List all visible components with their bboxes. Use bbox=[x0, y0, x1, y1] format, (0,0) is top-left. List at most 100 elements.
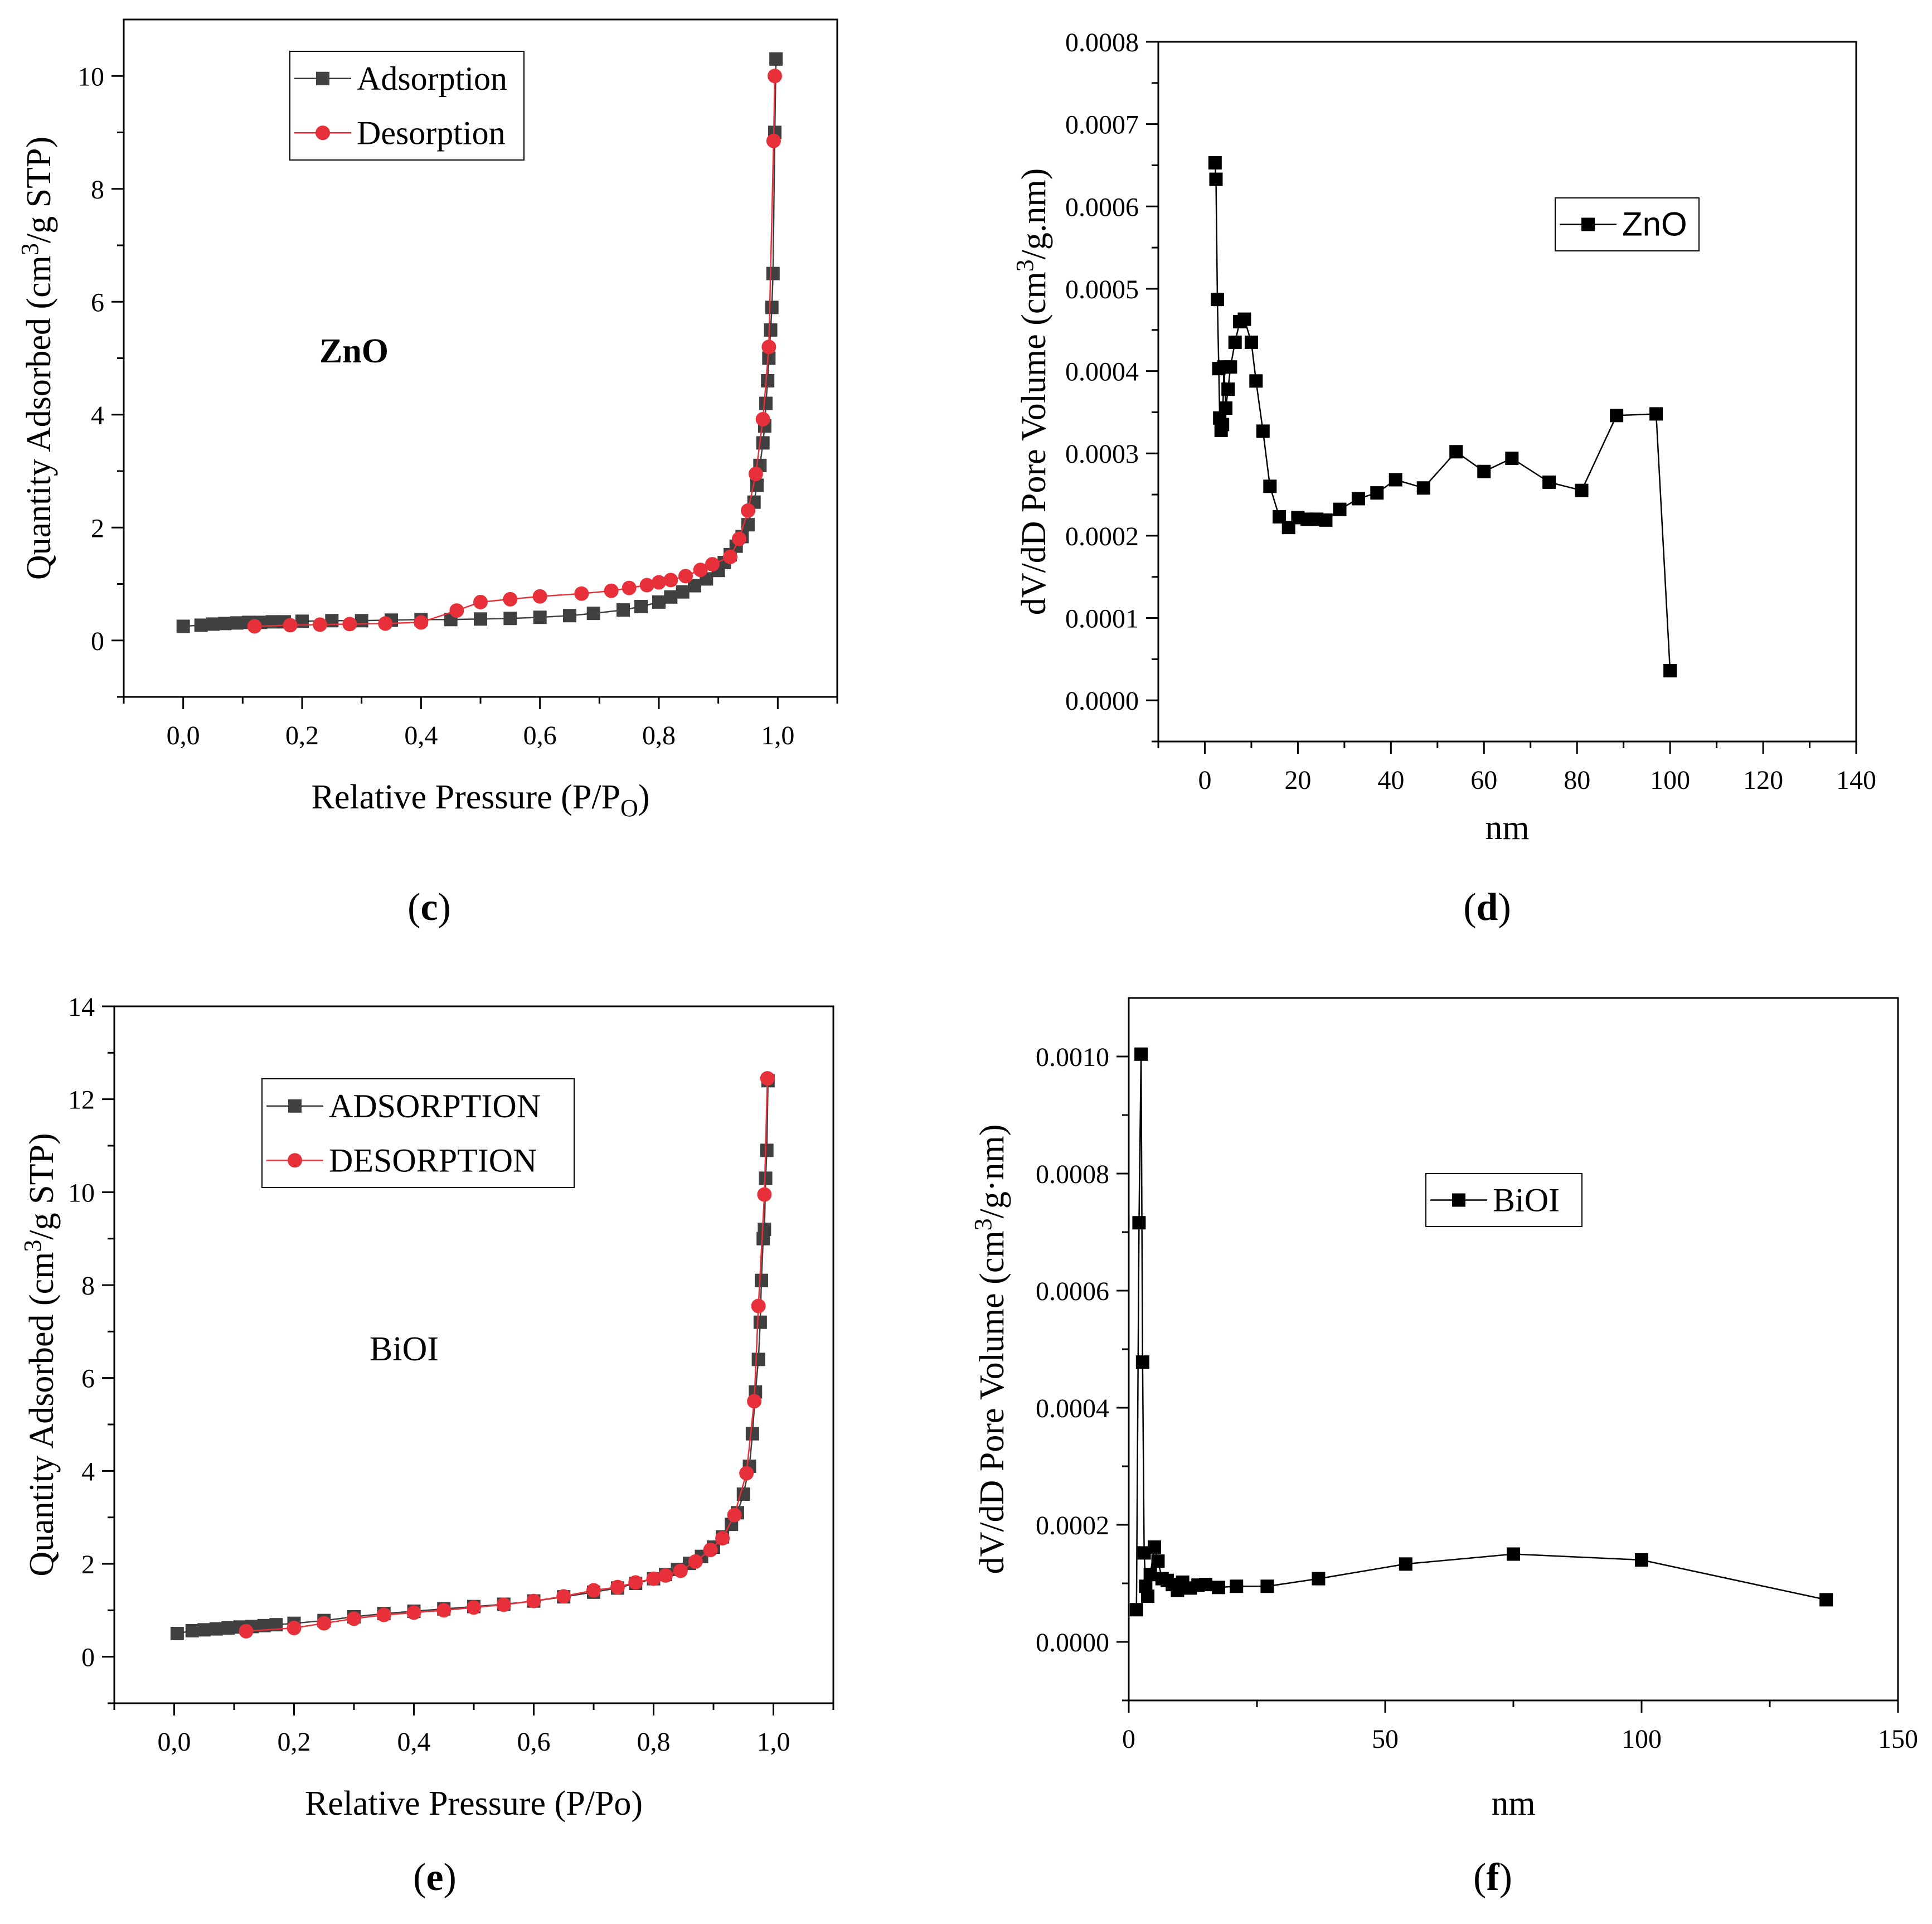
data-point bbox=[342, 617, 357, 632]
x-tick-label: 120 bbox=[1743, 765, 1783, 795]
data-point bbox=[663, 573, 678, 588]
y-tick-label: 2 bbox=[91, 513, 104, 543]
legend-box bbox=[261, 1078, 575, 1188]
x-tick-label: 0,6 bbox=[523, 721, 557, 750]
data-point bbox=[1260, 1579, 1274, 1593]
data-point bbox=[747, 1394, 762, 1409]
data-point bbox=[347, 1611, 361, 1626]
x-tick-label: 0,6 bbox=[517, 1727, 551, 1757]
y-tick-label: 0.0008 bbox=[1065, 28, 1139, 57]
y-tick-label: 0.0000 bbox=[1036, 1628, 1109, 1658]
data-point bbox=[756, 436, 770, 450]
data-point bbox=[715, 1531, 730, 1546]
legend-marker bbox=[316, 71, 329, 85]
x-axis-title: nm bbox=[1491, 1785, 1535, 1823]
data-point bbox=[355, 614, 368, 628]
y-tick-label: 6 bbox=[91, 288, 104, 317]
y-tick-label: 0.0001 bbox=[1065, 604, 1139, 634]
legend-marker bbox=[288, 1099, 302, 1113]
x-tick-label: 0 bbox=[1122, 1724, 1135, 1754]
y-axis-title: Quantity Adsorbed (cm3/g STP) bbox=[16, 137, 58, 580]
series-line-bioi bbox=[1135, 1054, 1827, 1610]
data-point bbox=[1141, 1589, 1155, 1603]
data-point bbox=[209, 1622, 223, 1636]
panel-label: (c) bbox=[407, 886, 451, 929]
y-tick-label: 6 bbox=[81, 1364, 95, 1394]
x-axis-title: Relative Pressure (P/Po) bbox=[305, 1785, 643, 1823]
x-tick-label: 100 bbox=[1650, 765, 1690, 795]
data-point bbox=[676, 585, 690, 599]
y-tick-label: 4 bbox=[81, 1457, 95, 1486]
data-point bbox=[1199, 1578, 1212, 1592]
data-point bbox=[1263, 479, 1277, 493]
data-point bbox=[751, 1353, 765, 1366]
data-point bbox=[1333, 502, 1347, 516]
data-point bbox=[658, 1568, 673, 1583]
y-tick-label: 0.0004 bbox=[1065, 357, 1139, 387]
data-point bbox=[206, 617, 220, 631]
x-tick-label: 1,0 bbox=[761, 721, 794, 750]
y-axis-title-sup: 3 bbox=[16, 243, 43, 255]
x-axis-title-sub: O bbox=[620, 794, 638, 822]
plot-frame bbox=[1157, 41, 1857, 743]
x-axis-title-tail: ) bbox=[638, 778, 650, 816]
y-tick-label: 8 bbox=[81, 1271, 95, 1301]
data-point bbox=[449, 603, 464, 618]
x-tick-label: 0,0 bbox=[167, 721, 200, 750]
data-point bbox=[610, 1579, 625, 1595]
y-tick-label: 0.0006 bbox=[1065, 192, 1139, 222]
data-point bbox=[586, 1583, 601, 1598]
x-axis-title: Relative Pressure (P/PO) bbox=[312, 778, 650, 822]
y-tick-label: 0 bbox=[81, 1643, 95, 1673]
data-point bbox=[1237, 312, 1251, 326]
chart-d: 0 20 40 60 80 100 120 140 0.0000 0.0001 0.0002 0.00… bbox=[1011, 28, 1876, 929]
data-point bbox=[1399, 1557, 1412, 1571]
y-tick-label: 0.0004 bbox=[1036, 1394, 1109, 1423]
legend-label: Adsorption bbox=[357, 60, 507, 97]
y-axis-title: Quantity Adsorbed (cm3/g STP) bbox=[19, 1133, 61, 1576]
data-point bbox=[406, 1605, 421, 1620]
x-tick-label: 0,0 bbox=[158, 1727, 191, 1757]
y-axis-title-sup: 3 bbox=[1011, 259, 1038, 272]
x-tick-label: 0,2 bbox=[285, 721, 319, 750]
y-axis-title-tail: /g.nm) bbox=[1015, 168, 1053, 260]
data-point bbox=[1542, 475, 1556, 489]
data-point bbox=[688, 1554, 703, 1569]
data-point bbox=[768, 69, 782, 84]
data-point bbox=[1211, 293, 1225, 307]
y-tick-label: 8 bbox=[91, 175, 104, 205]
data-point bbox=[1148, 1540, 1161, 1554]
x-tick-label: 20 bbox=[1284, 765, 1311, 795]
data-point bbox=[765, 301, 779, 314]
data-layer bbox=[1208, 156, 1677, 678]
data-point bbox=[1129, 1603, 1143, 1617]
legend: BiOI bbox=[1425, 1173, 1583, 1227]
inner-label: BiOI bbox=[370, 1330, 439, 1368]
data-point bbox=[727, 1508, 742, 1523]
panel-label: (f) bbox=[1473, 1856, 1512, 1899]
data-point bbox=[1449, 445, 1463, 459]
data-point bbox=[313, 617, 327, 632]
data-point bbox=[769, 52, 783, 66]
data-point bbox=[759, 396, 773, 410]
data-point bbox=[176, 619, 190, 633]
legend-marker bbox=[1452, 1193, 1465, 1207]
data-point bbox=[678, 569, 693, 584]
data-point bbox=[652, 595, 666, 609]
data-point bbox=[741, 503, 755, 518]
x-tick-label: 60 bbox=[1470, 765, 1497, 795]
data-point bbox=[628, 1575, 643, 1590]
data-point bbox=[1819, 1593, 1833, 1607]
data-point bbox=[634, 600, 648, 613]
legend-label: ADSORPTION bbox=[329, 1088, 541, 1125]
x-tick-label: 80 bbox=[1564, 765, 1590, 795]
chart-e: 0,0 0,2 0,4 0,6 0,8 1,0 0 2 4 6 8 10 12 14 Relative Pr… bbox=[19, 992, 834, 1899]
data-point bbox=[755, 1273, 768, 1287]
data-point bbox=[761, 340, 776, 355]
data-point bbox=[1132, 1216, 1146, 1230]
y-tick-label: 0.0007 bbox=[1065, 110, 1139, 140]
data-point bbox=[1505, 452, 1519, 466]
chart-f: 0 50 100 150 0.0000 0.0002 0.0004 0.0006 0.0008 0… bbox=[969, 997, 1918, 1899]
data-point bbox=[639, 578, 654, 593]
